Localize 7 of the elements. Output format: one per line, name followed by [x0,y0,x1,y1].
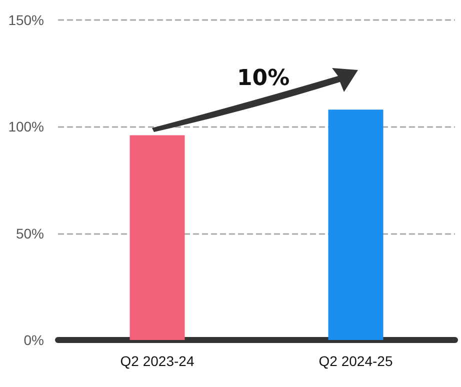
x-tick-label: Q2 2023-24 [120,353,194,369]
annotation: 10% [237,66,290,91]
y-tick-label: 0% [24,332,44,348]
y-tick-label: 150% [8,12,44,28]
y-tick-label: 100% [8,118,44,135]
y-tick-label: 50% [16,225,44,242]
x-tick-label: Q2 2024-25 [318,353,393,369]
